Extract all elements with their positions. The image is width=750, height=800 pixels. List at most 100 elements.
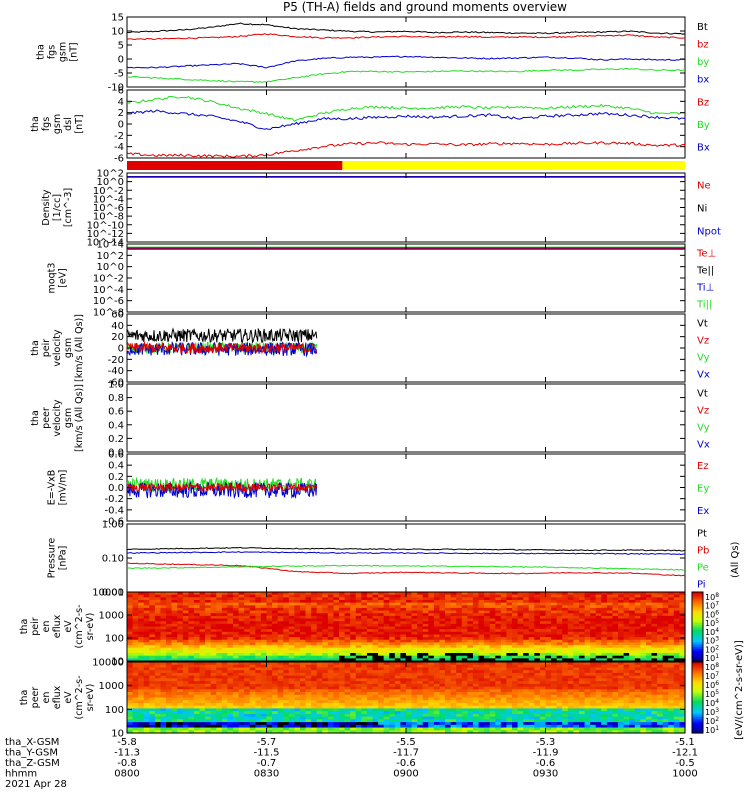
spectro-cell bbox=[143, 705, 150, 710]
spectro-cell bbox=[277, 727, 284, 731]
spectro-cell bbox=[567, 607, 574, 612]
spectro-cell bbox=[478, 724, 485, 729]
spectro-cell bbox=[472, 702, 480, 707]
spectro-cell bbox=[316, 678, 323, 682]
spectro-cell bbox=[645, 642, 653, 646]
spectro-cell bbox=[188, 689, 195, 693]
spectro-cell bbox=[288, 686, 295, 690]
spectro-cell bbox=[199, 694, 206, 699]
spectro-cell bbox=[523, 592, 530, 596]
spectro-cell bbox=[618, 605, 625, 609]
spectro-cell bbox=[439, 626, 446, 630]
spectro-cell bbox=[450, 708, 457, 712]
pressure-series-Pe bbox=[126, 564, 686, 571]
spectro-cell bbox=[551, 724, 558, 729]
spectro-cell bbox=[138, 692, 145, 696]
spectro-cell bbox=[154, 639, 162, 644]
spectro-cell bbox=[573, 607, 580, 612]
spectro-cell bbox=[523, 689, 530, 693]
spectro-cell bbox=[500, 602, 508, 606]
spectro-cell bbox=[333, 711, 340, 715]
spectro-cell bbox=[461, 631, 468, 636]
spectro-cell bbox=[311, 697, 318, 701]
spectro-cell bbox=[562, 653, 569, 657]
spectro-cell bbox=[260, 618, 268, 622]
spectro-cell bbox=[512, 653, 519, 657]
spectro-cell bbox=[344, 700, 351, 704]
spectro-cell bbox=[283, 686, 290, 690]
spectro-cell bbox=[573, 626, 580, 630]
spectro-cell bbox=[238, 623, 245, 628]
spectro-cell bbox=[143, 594, 150, 598]
spectro-cell bbox=[539, 708, 547, 712]
spectro-cell bbox=[467, 727, 474, 731]
spectro-cell bbox=[299, 650, 307, 654]
spectro-cell bbox=[138, 637, 145, 641]
spectro-cell bbox=[249, 653, 256, 657]
spectro-cell bbox=[662, 594, 669, 598]
spectro-cell bbox=[400, 642, 407, 646]
spectro-cell bbox=[143, 623, 150, 628]
spectro-cell bbox=[322, 621, 329, 625]
spectro-cell bbox=[294, 708, 301, 712]
ytick-label: 2 bbox=[118, 108, 124, 119]
spectro-cell bbox=[227, 689, 234, 693]
spectro-cell bbox=[428, 708, 435, 712]
spectro-cell bbox=[556, 639, 563, 644]
spectro-cell bbox=[160, 675, 167, 679]
spectro-cell bbox=[288, 692, 295, 696]
spectro-cell bbox=[406, 634, 413, 638]
spectro-cell bbox=[472, 592, 480, 596]
spectro-cell bbox=[361, 613, 368, 617]
spectro-cell bbox=[512, 607, 519, 612]
spectro-cell bbox=[506, 681, 513, 685]
spectro-cell bbox=[366, 618, 374, 622]
spectro-cell bbox=[383, 705, 390, 710]
spectro-cell bbox=[512, 697, 519, 701]
spectro-cell bbox=[339, 713, 346, 718]
spectro-cell bbox=[378, 716, 385, 720]
spectro-cell bbox=[216, 670, 223, 674]
spectro-cell bbox=[149, 618, 156, 622]
spectro-cell bbox=[149, 642, 156, 646]
spectro-cell bbox=[433, 637, 441, 641]
spectro-cell bbox=[657, 610, 664, 614]
spectro-cell bbox=[551, 599, 558, 604]
spectro-cell bbox=[294, 689, 301, 693]
spectro-cell bbox=[422, 681, 429, 685]
spectro-cell bbox=[149, 629, 156, 633]
spectro-cell bbox=[422, 637, 429, 641]
spectro-cell bbox=[366, 713, 374, 718]
spectro-cell bbox=[361, 642, 368, 646]
spectro-cell bbox=[210, 678, 217, 682]
spectro-cell bbox=[668, 592, 675, 596]
spectro-cell bbox=[132, 727, 139, 731]
spectro-cell bbox=[478, 708, 485, 712]
spectro-cell bbox=[316, 597, 323, 601]
spectro-cell bbox=[288, 722, 295, 726]
spectro-cell bbox=[350, 631, 357, 636]
spectro-cell bbox=[590, 594, 597, 598]
spectro-cell bbox=[355, 708, 362, 712]
spectro-cell bbox=[495, 667, 502, 671]
spectro-cell bbox=[394, 678, 402, 682]
spectro-cell bbox=[244, 683, 251, 688]
spectro-cell bbox=[333, 634, 340, 638]
spectro-cell bbox=[193, 599, 201, 604]
spectro-cell bbox=[573, 594, 580, 598]
spectro-cell bbox=[210, 692, 217, 696]
spectro-cell bbox=[366, 645, 374, 649]
spectro-cell bbox=[288, 716, 295, 720]
spectro-cell bbox=[277, 713, 284, 718]
spectro-cell bbox=[305, 658, 312, 662]
spectro-cell bbox=[266, 610, 273, 614]
spectro-cell bbox=[467, 631, 474, 636]
spectro-cell bbox=[255, 594, 262, 598]
spectro-cell bbox=[266, 602, 273, 606]
spectro-cell bbox=[305, 727, 312, 731]
spectro-cell bbox=[249, 689, 256, 693]
spectro-cell bbox=[255, 655, 262, 659]
spectro-cell bbox=[366, 658, 374, 662]
spectro-cell bbox=[500, 629, 508, 633]
spectro-cell bbox=[461, 711, 468, 715]
